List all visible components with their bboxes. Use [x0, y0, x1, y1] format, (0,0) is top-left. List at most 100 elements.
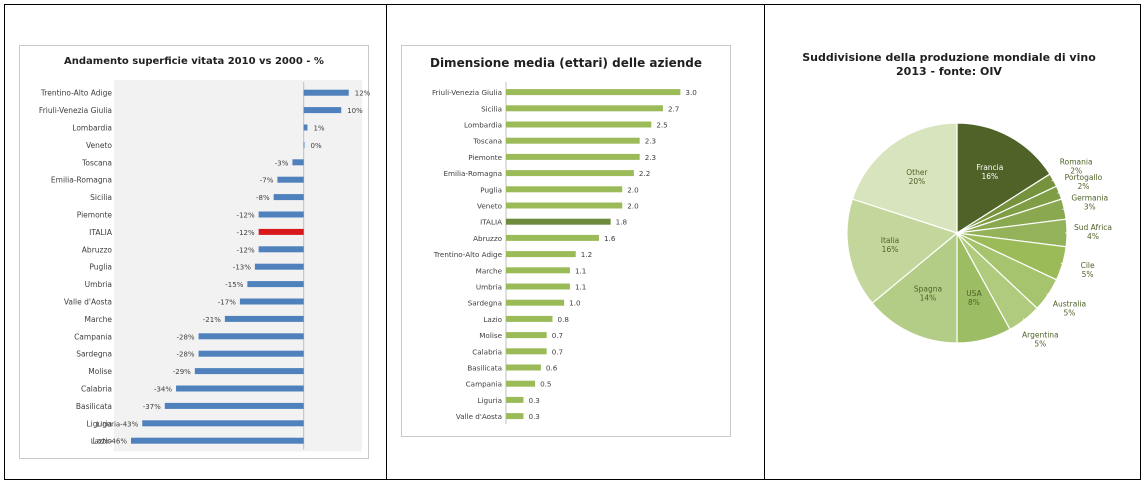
data-label: 2.0 [627, 185, 639, 194]
category-label: Lombardia [72, 124, 112, 133]
slice-label: Sud Africa 4% [1074, 223, 1112, 241]
category-label: Valle d'Aosta [64, 298, 112, 307]
leader-line [1051, 172, 1066, 182]
bar [258, 246, 304, 253]
category-label: Molise [88, 367, 112, 376]
bar [506, 267, 570, 274]
leader-line [1057, 186, 1073, 194]
category-label: Marche [476, 266, 503, 275]
chart-subtitle: 2013 - fonte: OIV [896, 65, 1002, 78]
bar [506, 315, 553, 322]
bar-chart-vineyard-area: Trentino-Alto Adige 12% Friuli-Venezia Giu… [39, 80, 371, 452]
bar [277, 176, 304, 183]
bar [506, 348, 547, 355]
leader-line [1060, 262, 1077, 268]
cell-chart-wine-production: Suddivisione della produzione mondiale d… [765, 5, 1142, 479]
bar [506, 202, 623, 209]
data-label: -34% [154, 386, 172, 394]
slice-label: Portogallo 2% [1065, 173, 1103, 191]
slice-label: Australia 5% [1053, 299, 1086, 317]
bar [506, 364, 541, 371]
category-label: Basilicata [76, 402, 112, 411]
data-label: -28% [176, 351, 194, 359]
slice-label: Italia 16% [881, 236, 900, 254]
bar [506, 218, 611, 225]
data-label: -28% [176, 333, 194, 341]
data-label: -37% [143, 403, 161, 411]
category-label: Puglia [480, 185, 502, 194]
data-label: 12% [355, 90, 370, 98]
bar [303, 124, 308, 131]
cell-chart-vineyard-area: Andamento superficie vitata 2010 vs 2000… [5, 5, 387, 479]
slice-label: Francia 16% [976, 163, 1003, 181]
data-label: Lazio-46% [91, 438, 128, 446]
data-label: 0.8 [558, 315, 570, 324]
data-label: 0.5 [540, 380, 551, 389]
data-label: 0% [310, 142, 321, 150]
cell-chart-farm-size: Dimensione media (ettari) delle aziende … [387, 5, 765, 479]
pie-slice [871, 231, 958, 344]
slice-label: Argentina 5% [1022, 330, 1059, 348]
data-label: 1.6 [604, 234, 616, 243]
data-label: 0.3 [528, 396, 539, 405]
chart-title: Suddivisione della produzione mondiale d… [779, 51, 1119, 79]
data-label: -12% [237, 212, 255, 220]
category-label: Campania [466, 380, 502, 389]
category-label: Puglia [89, 263, 112, 272]
bar [506, 170, 634, 177]
data-label: 1% [313, 125, 324, 133]
data-label: 0.6 [546, 364, 558, 373]
data-label: 2.7 [668, 104, 679, 113]
data-label: -21% [203, 316, 221, 324]
category-label: Abruzzo [473, 234, 502, 243]
data-label: -15% [225, 281, 243, 289]
category-label: Valle d'Aosta [456, 412, 502, 421]
slice-label: USA 8% [966, 289, 982, 307]
bar [506, 332, 547, 339]
bar [303, 141, 305, 148]
category-label: Basilicata [467, 364, 502, 373]
bar [239, 298, 304, 305]
category-label: Sardegna [76, 350, 112, 359]
slice-label: Romania 2% [1060, 157, 1093, 175]
bar [506, 121, 652, 128]
category-label: Liguria [478, 396, 502, 405]
chart-title-line: Suddivisione della produzione mondiale d… [802, 51, 1096, 64]
category-label: Abruzzo [82, 245, 113, 254]
bar [258, 211, 304, 218]
slice-label: Spagna 14% [914, 285, 942, 303]
category-label: Toscana [472, 137, 502, 146]
data-label: 1.8 [616, 218, 628, 227]
data-label: -17% [218, 299, 236, 307]
bar [506, 251, 576, 258]
bar [198, 350, 304, 357]
leader-line [1046, 293, 1060, 304]
category-label: Friuli-Venezia Giulia [432, 88, 502, 97]
category-label: Lazio [93, 437, 113, 446]
data-label: 0.7 [552, 331, 563, 340]
data-label: 2.0 [627, 202, 639, 211]
data-label: Liguria-43% [96, 420, 138, 428]
pie-slice [851, 122, 958, 234]
bar [142, 420, 304, 427]
leader-line [1022, 318, 1034, 332]
bar [506, 396, 524, 403]
category-label: ITALIA [89, 228, 113, 237]
category-label: Umbria [476, 283, 502, 292]
category-label: Sicilia [90, 193, 112, 202]
bar [194, 368, 304, 375]
bar [198, 333, 304, 340]
category-label: Lazio [483, 315, 502, 324]
bar [273, 194, 304, 201]
chart-vineyard-area: Andamento superficie vitata 2010 vs 2000… [19, 45, 371, 459]
data-label: 2.5 [656, 121, 667, 130]
category-label: Emilia-Romagna [51, 176, 112, 185]
category-label: Piemonte [468, 153, 502, 162]
bar [506, 137, 640, 144]
category-label: Calabria [81, 385, 112, 394]
data-label: -3% [275, 159, 289, 167]
bar [506, 413, 524, 420]
bar [292, 159, 304, 166]
pie-slice [956, 122, 1051, 235]
data-label: 3.0 [685, 88, 697, 97]
